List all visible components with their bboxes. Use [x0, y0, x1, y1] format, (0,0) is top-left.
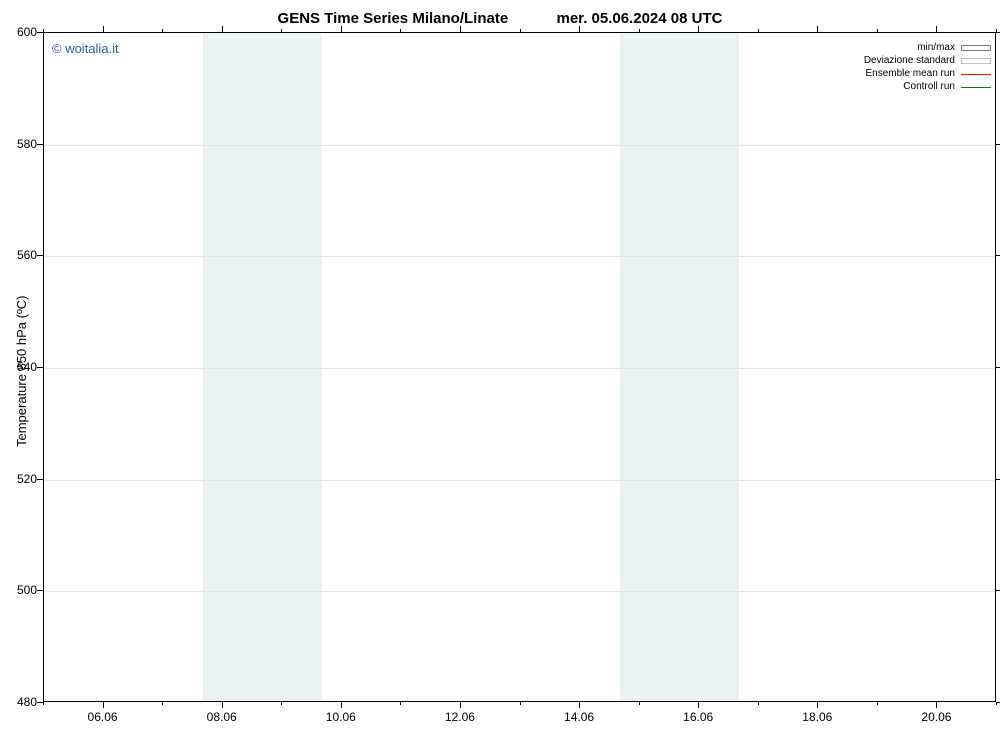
- x-tick-minor: [520, 702, 521, 705]
- legend-item-label: Controll run: [903, 81, 955, 92]
- y-tick-label: 600: [6, 25, 37, 39]
- x-tick: [222, 702, 223, 708]
- y-tick: [996, 32, 1000, 33]
- y-tick-label: 480: [6, 695, 37, 709]
- y-tick: [37, 590, 43, 591]
- y-tick: [996, 479, 1000, 480]
- chart-container: GENS Time Series Milano/Linate mer. 05.0…: [0, 0, 1000, 733]
- x-tick-minor: [400, 702, 401, 705]
- x-tick-minor: [877, 29, 878, 32]
- y-tick: [37, 367, 43, 368]
- legend: min/max Deviazione standard Ensemble mean …: [864, 41, 991, 93]
- x-tick: [460, 26, 461, 32]
- x-tick-label: 08.06: [207, 710, 237, 724]
- x-tick: [222, 26, 223, 32]
- x-tick-minor: [162, 29, 163, 32]
- x-tick-label: 18.06: [802, 710, 832, 724]
- legend-item-label: Ensemble mean run: [866, 68, 956, 79]
- y-axis-label: Temperature 850 hPa (ºC): [14, 296, 29, 447]
- legend-item-label: min/max: [917, 42, 955, 53]
- y-tick: [37, 255, 43, 256]
- x-tick: [103, 702, 104, 708]
- y-tick: [37, 479, 43, 480]
- x-tick-minor: [639, 29, 640, 32]
- grid-line: [44, 480, 995, 481]
- grid-line: [44, 145, 995, 146]
- x-tick: [579, 26, 580, 32]
- legend-item-sample: [961, 68, 991, 80]
- x-tick: [579, 702, 580, 708]
- x-tick-minor: [877, 702, 878, 705]
- x-tick-minor: [43, 29, 44, 32]
- legend-item-sample: [961, 81, 991, 93]
- x-tick: [936, 26, 937, 32]
- x-tick-minor: [520, 29, 521, 32]
- legend-item-sample: [961, 55, 991, 67]
- x-tick: [460, 702, 461, 708]
- watermark: © woitalia.it: [52, 41, 119, 56]
- x-tick-minor: [639, 702, 640, 705]
- y-tick-label: 560: [6, 248, 37, 262]
- x-tick: [698, 26, 699, 32]
- x-tick-minor: [281, 702, 282, 705]
- x-tick-minor: [281, 29, 282, 32]
- y-tick: [996, 144, 1000, 145]
- y-tick: [37, 32, 43, 33]
- grid-line: [44, 256, 995, 257]
- x-tick-label: 06.06: [88, 710, 118, 724]
- x-tick: [817, 26, 818, 32]
- x-tick-label: 14.06: [564, 710, 594, 724]
- x-tick-minor: [43, 702, 44, 705]
- y-tick: [996, 255, 1000, 256]
- y-tick-label: 580: [6, 137, 37, 151]
- x-tick: [698, 702, 699, 708]
- legend-item: min/max: [864, 41, 991, 54]
- x-tick-minor: [758, 29, 759, 32]
- y-tick: [996, 367, 1000, 368]
- x-tick: [817, 702, 818, 708]
- x-tick-label: 20.06: [921, 710, 951, 724]
- y-tick-label: 500: [6, 583, 37, 597]
- x-tick: [341, 26, 342, 32]
- x-tick-minor: [996, 29, 997, 32]
- legend-item: Controll run: [864, 80, 991, 93]
- legend-item: Ensemble mean run: [864, 67, 991, 80]
- x-tick-minor: [758, 702, 759, 705]
- x-tick: [341, 702, 342, 708]
- y-tick: [37, 144, 43, 145]
- x-tick-minor: [996, 702, 997, 705]
- x-tick: [936, 702, 937, 708]
- legend-item-sample: [961, 42, 991, 54]
- x-tick-minor: [400, 29, 401, 32]
- x-tick-minor: [162, 702, 163, 705]
- y-tick: [996, 590, 1000, 591]
- title-left: GENS Time Series Milano/Linate: [278, 10, 509, 27]
- plot-area: © woitalia.it min/max Deviazione standard…: [43, 32, 996, 702]
- grid-line: [44, 368, 995, 369]
- x-tick-label: 16.06: [683, 710, 713, 724]
- weekend-band: [620, 33, 739, 701]
- title-right: mer. 05.06.2024 08 UTC: [557, 10, 723, 27]
- y-tick-label: 520: [6, 472, 37, 486]
- chart-title: GENS Time Series Milano/Linate mer. 05.0…: [0, 10, 1000, 27]
- x-tick-label: 10.06: [326, 710, 356, 724]
- legend-item: Deviazione standard: [864, 54, 991, 67]
- x-tick: [103, 26, 104, 32]
- weekend-band: [203, 33, 322, 701]
- grid-line: [44, 591, 995, 592]
- x-tick-label: 12.06: [445, 710, 475, 724]
- legend-item-label: Deviazione standard: [864, 55, 955, 66]
